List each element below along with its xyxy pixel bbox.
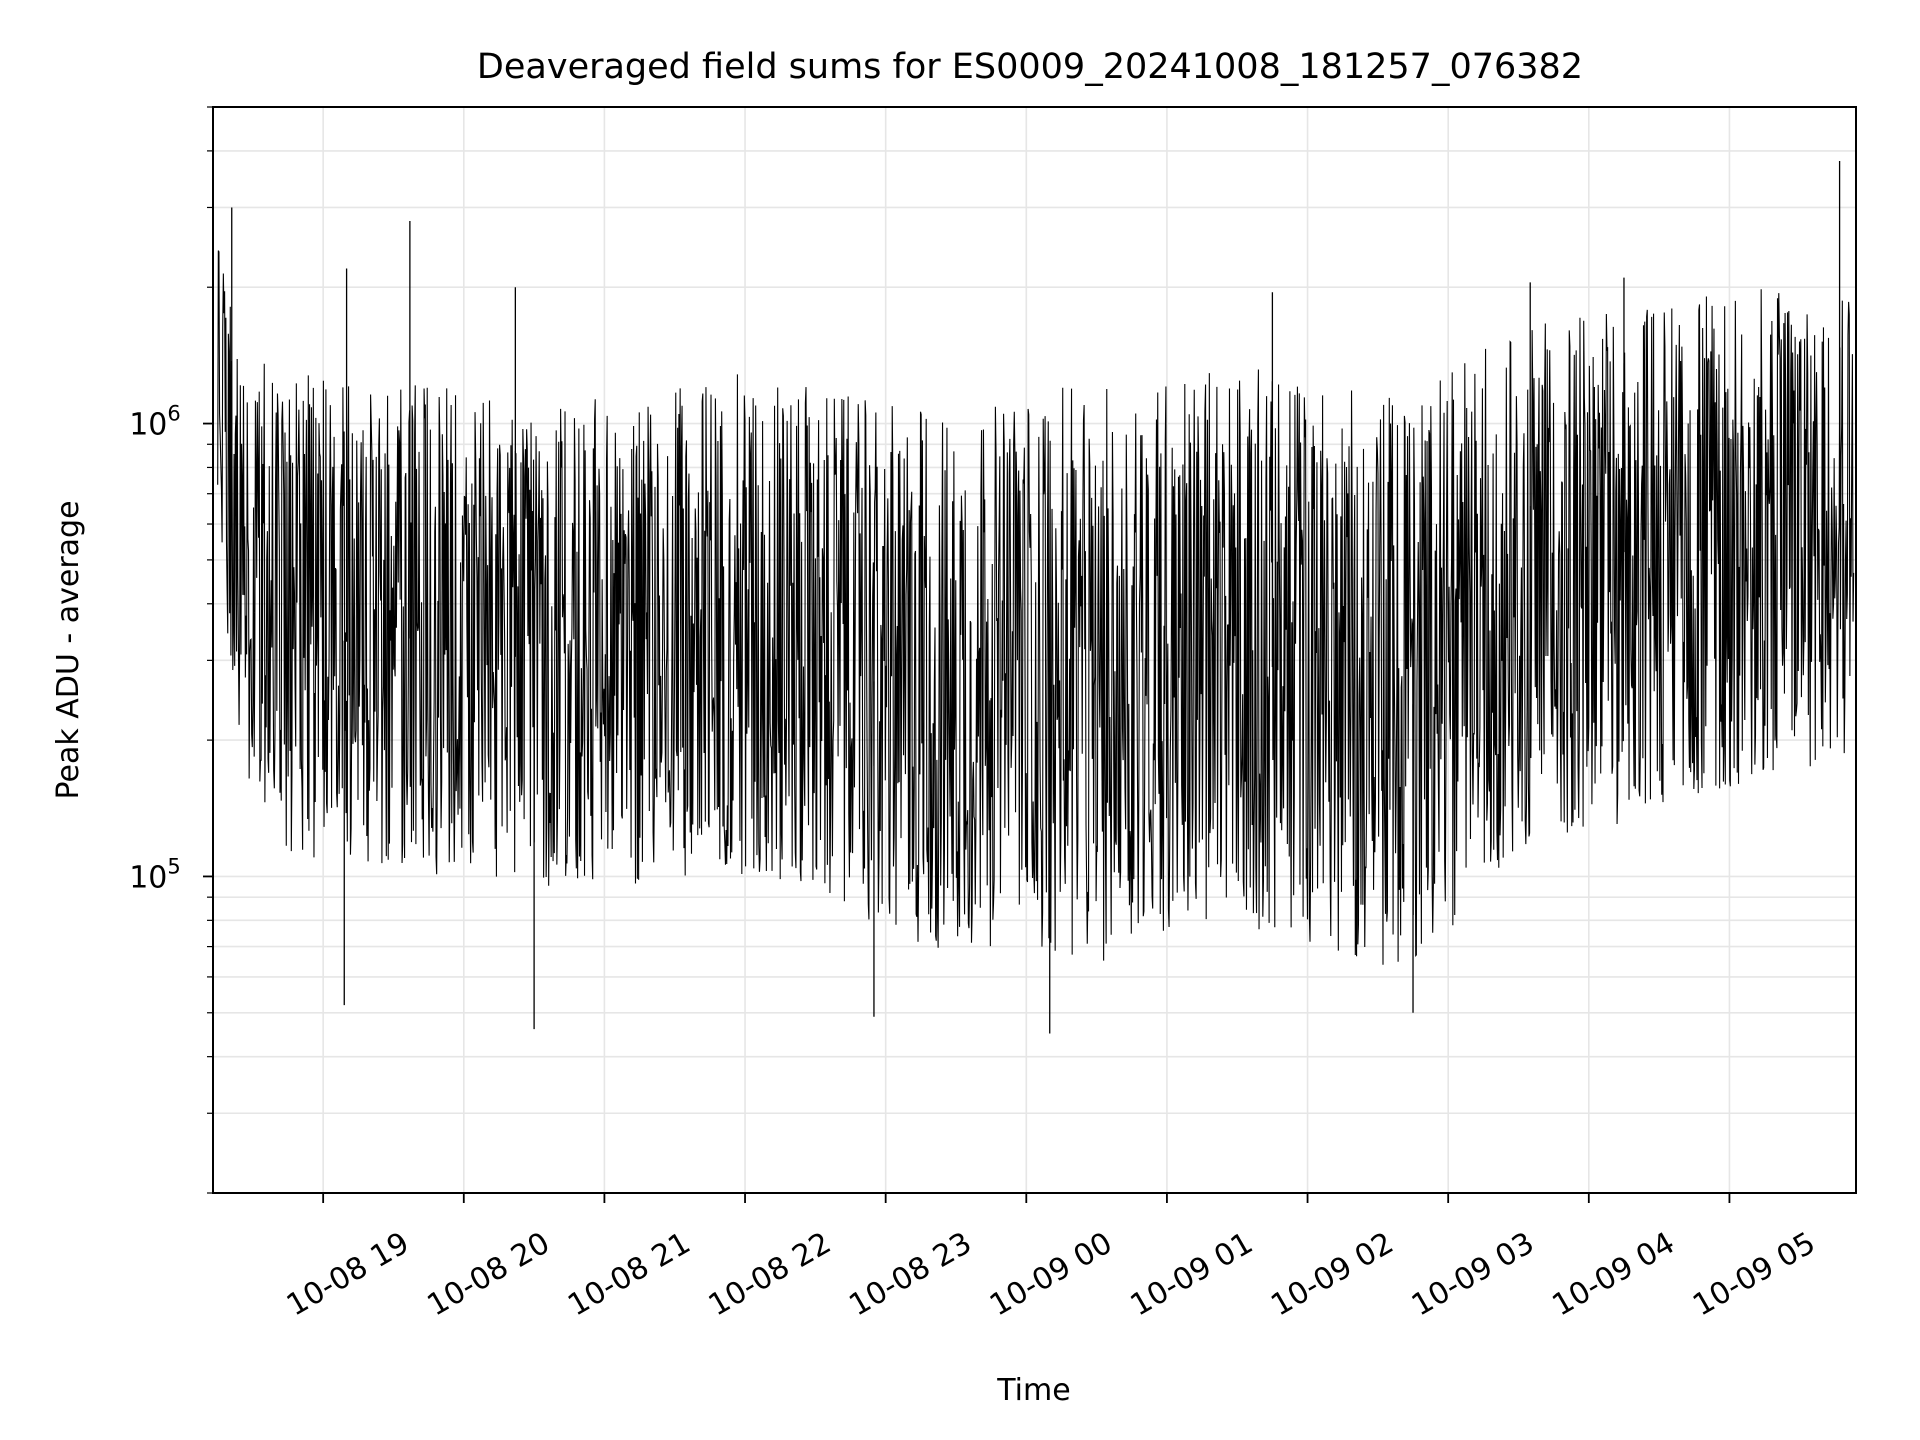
plot-frame	[212, 106, 1857, 1194]
chart-title: Deaveraged field sums for ES0009_2024100…	[477, 47, 1583, 87]
x-axis-label: Time	[996, 1373, 1070, 1408]
data-series-line	[217, 250, 1855, 965]
y-tick-label: 105	[129, 854, 181, 895]
y-tick-label: 106	[129, 402, 181, 443]
y-axis-label: Peak ADU - average	[51, 500, 86, 799]
y-tick-layer: 105 106	[129, 106, 213, 1194]
line-layer	[217, 160, 1855, 1034]
